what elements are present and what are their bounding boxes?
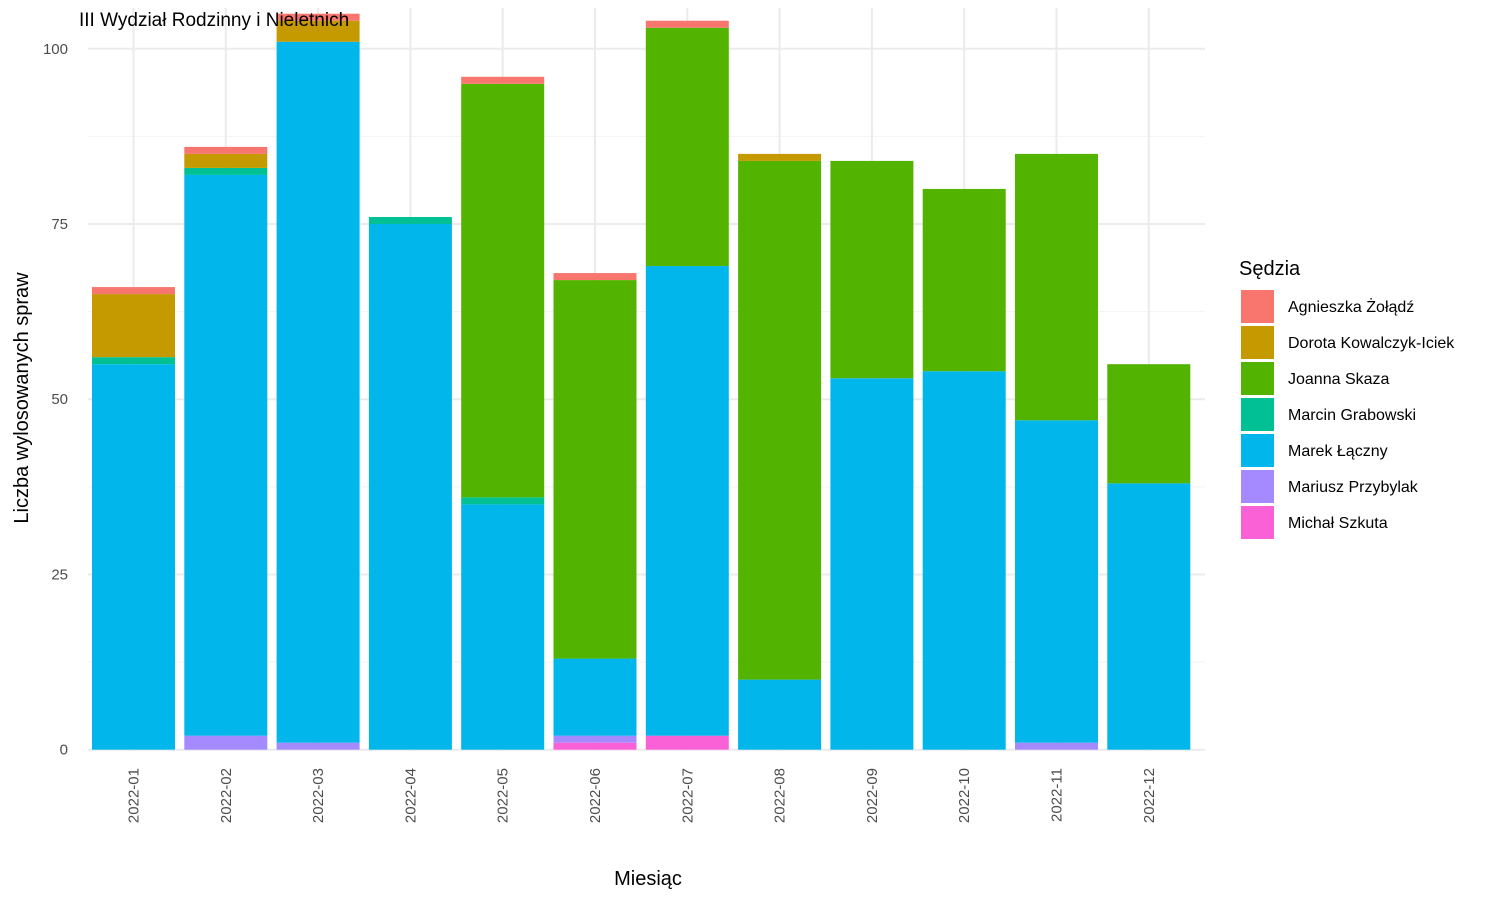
x-tick-label: 2022-01	[126, 768, 143, 823]
legend-label: Marek Łączny	[1288, 443, 1388, 460]
bar-segment	[184, 735, 268, 750]
bar-segment	[184, 153, 268, 168]
bars	[92, 13, 1191, 750]
bar-segment	[645, 27, 729, 267]
chart-title: III Wydział Rodzinny i Nieletnich	[79, 10, 349, 31]
bar-segment	[1015, 420, 1098, 743]
bar-segment	[922, 371, 1006, 750]
bar-segment	[1015, 742, 1098, 750]
x-axis-ticks: 2022-01 2022-02 2022-03 2022-04 2022-05 2022-…	[126, 768, 1158, 823]
bar-segment	[553, 273, 637, 281]
x-tick-label: 2022-09	[864, 768, 881, 823]
y-tick-label: 0	[60, 742, 68, 759]
legend-label: Marcin Grabowski	[1288, 407, 1416, 424]
y-axis-ticks: 0 25 50 75 100	[43, 41, 68, 759]
legend-key	[1241, 506, 1274, 539]
x-tick-label: 2022-04	[402, 768, 419, 823]
bar-segment	[553, 735, 637, 743]
bar-segment	[276, 742, 360, 750]
legend-label: Mariusz Przybylak	[1288, 479, 1419, 496]
legend-label: Joanna Skaza	[1288, 371, 1390, 388]
bar-segment	[922, 188, 1006, 372]
bar-segment	[461, 83, 545, 498]
bar-segment	[184, 174, 268, 736]
x-tick-label: 2022-10	[956, 768, 973, 823]
bar-segment	[1107, 483, 1191, 750]
bar-segment	[553, 658, 637, 736]
legend-key	[1241, 290, 1274, 323]
bar-segment	[368, 216, 452, 224]
bar-segment	[368, 223, 452, 750]
x-tick-label: 2022-08	[772, 768, 789, 823]
bar-segment	[92, 294, 175, 358]
x-tick-label: 2022-07	[679, 768, 696, 823]
legend-title: Sędzia	[1239, 258, 1301, 280]
legend-key	[1241, 362, 1274, 395]
bar-segment	[92, 357, 175, 365]
legend-key	[1241, 434, 1274, 467]
legend-key	[1241, 398, 1274, 431]
x-axis-title: Miesiąc	[614, 868, 682, 890]
x-tick-label: 2022-12	[1141, 768, 1158, 823]
x-tick-label: 2022-11	[1049, 768, 1066, 822]
y-tick-label: 25	[51, 566, 68, 583]
bar-segment	[553, 742, 637, 750]
bar-segment	[184, 146, 268, 154]
bar-segment	[645, 735, 729, 750]
x-tick-label: 2022-03	[310, 768, 327, 823]
legend-key	[1241, 326, 1274, 359]
bar-segment	[92, 364, 175, 750]
legend-key	[1241, 470, 1274, 503]
bar-segment	[553, 280, 637, 659]
bar-segment	[461, 504, 545, 750]
bar-segment	[738, 679, 822, 750]
x-tick-label: 2022-05	[495, 768, 512, 823]
y-tick-label: 75	[51, 216, 68, 233]
bar-segment	[92, 287, 175, 295]
bar-segment	[276, 13, 360, 21]
x-tick-label: 2022-02	[218, 768, 235, 823]
bar-segment	[276, 41, 360, 743]
bar-segment	[276, 20, 360, 42]
bar-segment	[184, 167, 268, 175]
bar-segment	[461, 76, 545, 84]
bar-segment	[461, 497, 545, 505]
bar-segment	[830, 378, 914, 750]
legend: Sędzia Agnieszka Żołądź Dorota Kowalczyk-…	[1239, 258, 1455, 539]
legend-label: Michał Szkuta	[1288, 515, 1388, 532]
legend-label: Dorota Kowalczyk-Iciek	[1288, 335, 1455, 352]
bar-segment	[830, 160, 914, 379]
y-axis-title: Liczba wylosowanych spraw	[11, 272, 33, 524]
x-tick-label: 2022-06	[587, 768, 604, 823]
y-tick-label: 100	[43, 41, 68, 58]
bar-segment	[645, 266, 729, 736]
legend-label: Agnieszka Żołądź	[1288, 297, 1414, 316]
bar-segment	[1107, 364, 1191, 484]
bar-segment	[738, 160, 822, 680]
bar-segment	[645, 20, 729, 28]
bar-segment	[1015, 153, 1098, 421]
bar-segment	[738, 153, 822, 161]
y-tick-label: 50	[51, 391, 68, 408]
